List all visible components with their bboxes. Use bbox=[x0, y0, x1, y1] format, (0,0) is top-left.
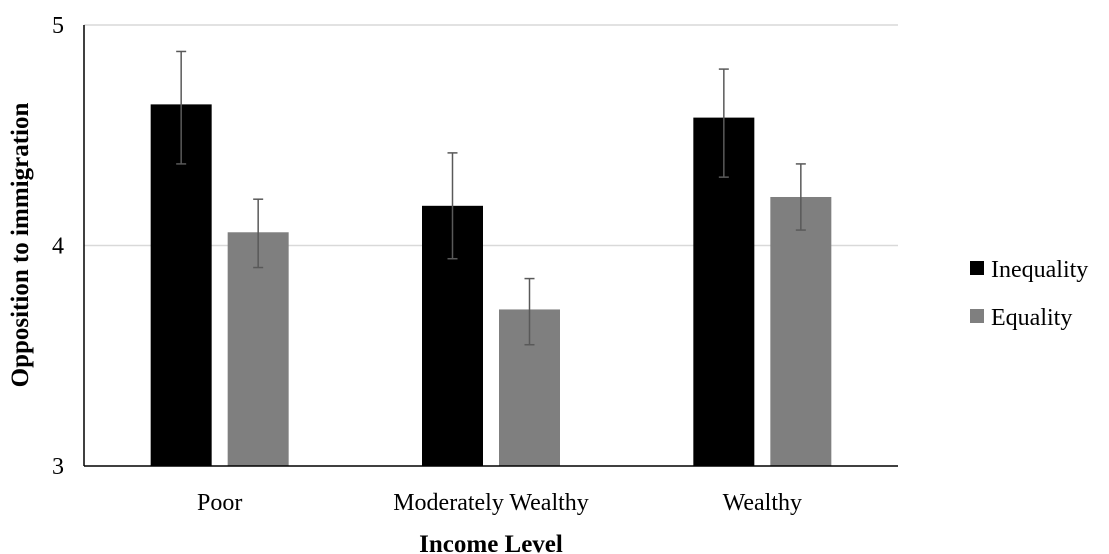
x-axis-title: Income Level bbox=[419, 531, 563, 554]
y-tick-label: 5 bbox=[52, 13, 64, 39]
bar-equality-2 bbox=[770, 196, 832, 467]
bars bbox=[150, 104, 832, 467]
y-axis-title: Opposition to immigration bbox=[7, 103, 34, 388]
x-tick-labels: Poor Moderately Wealthy Wealthy bbox=[197, 490, 802, 516]
legend-swatch-equality bbox=[970, 309, 984, 323]
y-tick-label: 3 bbox=[52, 454, 64, 480]
legend-label-inequality: Inequality bbox=[991, 257, 1088, 283]
legend-swatch-inequality bbox=[970, 261, 984, 275]
gridlines bbox=[84, 24, 898, 247]
legend-label-equality: Equality bbox=[991, 305, 1072, 331]
x-tick-label: Poor bbox=[197, 490, 242, 516]
bar-equality-0 bbox=[227, 232, 289, 466]
axes bbox=[83, 25, 898, 467]
x-tick-label: Wealthy bbox=[723, 490, 802, 516]
legend: Inequality Equality bbox=[970, 257, 1088, 331]
y-tick-labels: 3 4 5 bbox=[52, 13, 64, 480]
y-tick-label: 4 bbox=[52, 234, 64, 260]
x-tick-label: Moderately Wealthy bbox=[393, 490, 589, 516]
error-bars bbox=[176, 50, 806, 346]
